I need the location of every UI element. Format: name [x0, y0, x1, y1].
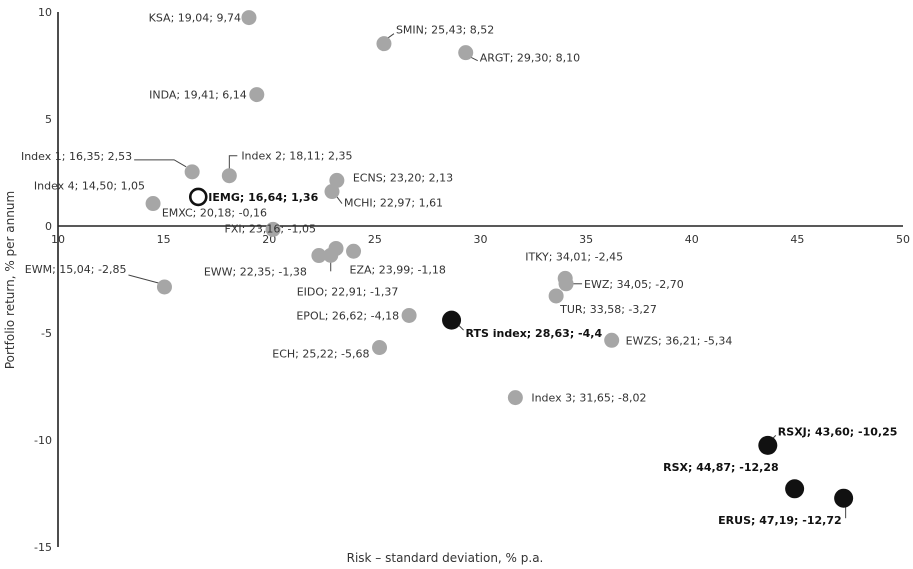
point-label: EWZ; 34,05; -2,70 — [584, 278, 684, 291]
x-axis-label: Risk – standard deviation, % p.a. — [347, 551, 544, 565]
scatter-point — [834, 488, 854, 508]
point-label: SMIN; 25,43; 8,52 — [396, 24, 494, 37]
point-label: ERUS; 47,19; -12,72 — [718, 514, 841, 527]
y-tick-label: -15 — [34, 541, 52, 554]
point-label: EZA; 23,99; -1,18 — [350, 263, 446, 276]
point-label: ITKY; 34,01; -2,45 — [525, 250, 623, 263]
scatter-point — [442, 310, 462, 330]
point-label: EMXC; 20,18; -0,16 — [162, 206, 267, 219]
scatter-point — [311, 248, 327, 264]
x-tick-label: 15 — [157, 233, 171, 246]
scatter-point — [376, 36, 392, 52]
scatter-point — [401, 307, 417, 323]
point-label: RSXJ; 43,60; -10,25 — [778, 425, 898, 438]
leader-line — [228, 155, 238, 170]
point-label: FXI; 23,16; -1,05 — [225, 222, 316, 235]
scatter-point — [346, 243, 362, 259]
point-label: RTS index; 28,63; -4,4 — [466, 327, 603, 340]
data-labels: KSA; 19,04; 9,74 SMIN; 25,43; 8,52 ARGT; 2… — [21, 12, 897, 528]
point-label: ECNS; 23,20; 2,13 — [353, 171, 453, 184]
point-label: EWZS; 36,21; -5,34 — [626, 334, 733, 347]
y-tick-label: 5 — [45, 113, 52, 126]
point-label: Index 4; 14,50; 1,05 — [34, 180, 145, 193]
scatter-point — [184, 164, 200, 180]
point-label: EWW; 22,35; -1,38 — [204, 266, 307, 279]
point-label: Index 1; 16,35; 2,53 — [21, 150, 132, 163]
scatter-point — [458, 45, 474, 61]
y-tick-label: 0 — [45, 220, 52, 233]
point-label: IEMG; 16,64; 1,36 — [208, 191, 318, 204]
x-axis-ticks: 10 15 20 25 30 35 40 45 50 — [51, 233, 910, 246]
point-label: EWM; 15,04; -2,85 — [25, 263, 127, 276]
scatter-point — [188, 187, 208, 207]
scatter-point — [265, 221, 281, 237]
scatter-point — [241, 10, 257, 26]
y-axis-ticks: 10 5 0 -5 -10 -15 — [34, 6, 52, 554]
scatter-point — [548, 288, 564, 304]
data-points — [145, 10, 854, 508]
scatter-point — [372, 340, 388, 356]
x-tick-label: 50 — [896, 233, 910, 246]
point-label: TUR; 33,58; -3,27 — [559, 303, 657, 316]
y-tick-label: 10 — [38, 6, 52, 19]
point-label: INDA; 19,41; 6,14 — [149, 89, 247, 102]
scatter-point — [145, 196, 161, 212]
scatter-point — [558, 276, 574, 292]
leader-line — [134, 159, 187, 168]
scatter-point — [249, 87, 265, 103]
point-label: EPOL; 26,62; -4,18 — [296, 309, 399, 322]
y-axis-label: Portfolio return, % per annum — [3, 191, 17, 369]
point-label: ARGT; 29,30; 8,10 — [480, 52, 580, 65]
y-tick-label: -10 — [34, 434, 52, 447]
scatter-point — [507, 390, 523, 406]
leader-line — [128, 274, 159, 284]
scatter-point — [785, 479, 805, 499]
x-tick-label: 40 — [685, 233, 699, 246]
x-tick-label: 30 — [474, 233, 488, 246]
point-label: EIDO; 22,91; -1,37 — [297, 285, 399, 298]
scatter-point — [758, 435, 778, 455]
point-label: MCHI; 22,97; 1,61 — [344, 197, 443, 210]
point-label: RSX; 44,87; -12,28 — [663, 461, 778, 474]
scatter-point — [156, 279, 172, 295]
x-tick-label: 45 — [790, 233, 804, 246]
point-label: ECH; 25,22; -5,68 — [272, 348, 369, 361]
y-tick-label: -5 — [41, 327, 52, 340]
x-tick-label: 35 — [579, 233, 593, 246]
scatter-point — [221, 168, 237, 184]
scatter-point — [324, 184, 340, 200]
x-tick-label: 25 — [368, 233, 382, 246]
scatter-point — [323, 247, 339, 263]
scatter-point — [604, 332, 620, 348]
point-label: Index 2; 18,11; 2,35 — [241, 150, 352, 163]
point-label: KSA; 19,04; 9,74 — [149, 12, 241, 25]
point-label: Index 3; 31,65; -8,02 — [531, 392, 646, 405]
